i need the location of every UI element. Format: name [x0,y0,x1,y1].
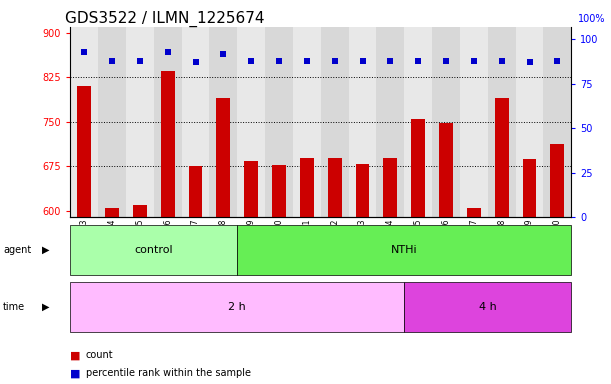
Point [497,58,507,64]
Text: percentile rank within the sample: percentile rank within the sample [86,368,251,378]
Bar [404,27,432,217]
Bar [154,27,181,217]
Bar [384,157,397,217]
Bar [293,27,321,217]
Text: ▶: ▶ [42,302,49,312]
Bar [77,86,91,217]
Bar [516,27,543,217]
Bar [439,123,453,217]
Bar [237,225,571,275]
Bar [356,164,370,217]
Bar [488,27,516,217]
Text: agent: agent [3,245,31,255]
Point [163,49,172,55]
Bar [300,157,314,217]
Text: count: count [86,350,113,360]
Bar [70,282,404,332]
Bar [522,159,536,217]
Bar [210,27,237,217]
Text: control: control [134,245,173,255]
Bar [495,98,509,217]
Bar [181,27,210,217]
Bar [411,119,425,217]
Bar [376,27,404,217]
Text: ■: ■ [70,368,81,378]
Bar [432,27,460,217]
Bar [98,27,126,217]
Bar [321,27,349,217]
Bar [551,144,565,217]
Point [525,60,535,66]
Text: time: time [3,302,25,312]
Text: 100%: 100% [578,14,606,24]
Bar [105,208,119,217]
Bar [349,27,376,217]
Point [386,58,395,64]
Bar [467,208,481,217]
Point [413,58,423,64]
Point [219,50,229,56]
Point [135,58,145,64]
Bar [126,27,154,217]
Text: GDS3522 / ILMN_1225674: GDS3522 / ILMN_1225674 [65,11,265,27]
Point [469,58,479,64]
Point [357,58,367,64]
Bar [265,27,293,217]
Text: ▶: ▶ [42,245,49,255]
Text: ■: ■ [70,350,81,360]
Bar [327,157,342,217]
Bar [161,71,175,217]
Point [552,58,562,64]
Text: 4 h: 4 h [479,302,497,312]
Bar [404,282,571,332]
Point [274,58,284,64]
Bar [216,98,230,217]
Point [191,60,200,66]
Point [302,58,312,64]
Point [79,49,89,55]
Point [246,58,256,64]
Bar [237,27,265,217]
Text: NTHi: NTHi [391,245,417,255]
Bar [133,205,147,217]
Bar [460,27,488,217]
Bar [189,167,202,217]
Bar [272,165,286,217]
Point [107,58,117,64]
Text: 2 h: 2 h [229,302,246,312]
Bar [244,161,258,217]
Bar [70,225,237,275]
Bar [70,27,98,217]
Bar [543,27,571,217]
Point [441,58,451,64]
Point [330,58,340,64]
